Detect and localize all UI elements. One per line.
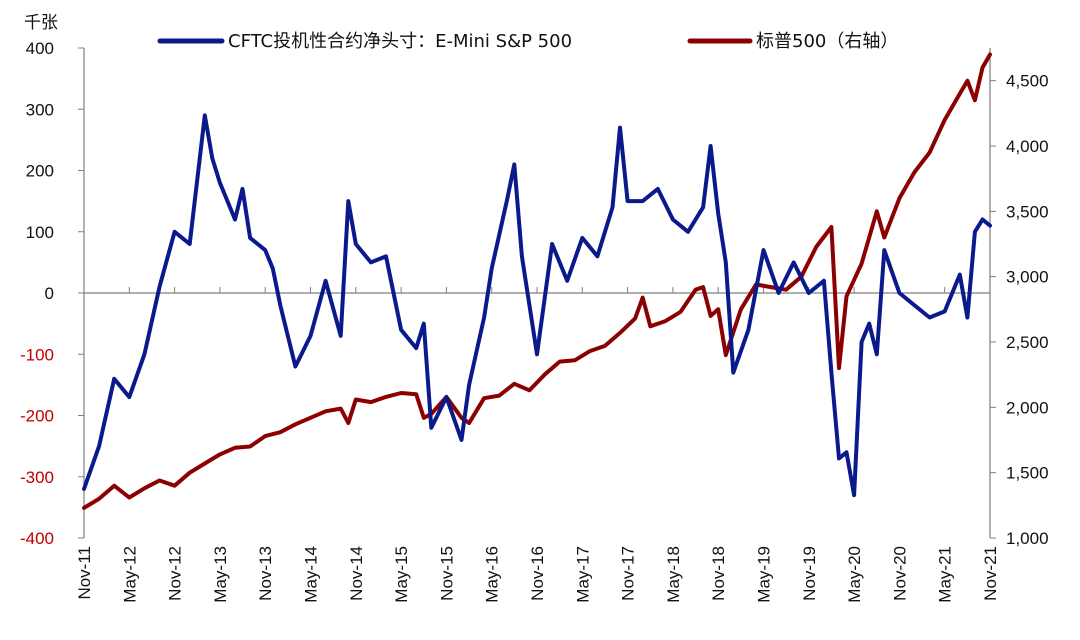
left-tick-label: -300 xyxy=(20,468,54,487)
left-axis-unit-label: 千张 xyxy=(24,13,58,33)
series-layer xyxy=(82,52,992,510)
right-tick-label: 3,000 xyxy=(1006,268,1049,287)
x-tick-label: May-19 xyxy=(755,546,774,603)
left-tick-label: 300 xyxy=(26,100,54,119)
left-tick-label: 0 xyxy=(45,284,54,303)
right-tick-label: 2,000 xyxy=(1006,398,1049,417)
x-tick-label: May-21 xyxy=(936,546,955,603)
x-tick-label: Nov-13 xyxy=(256,546,275,601)
x-tick-label: May-16 xyxy=(483,546,502,603)
x-tick-label: Nov-21 xyxy=(981,546,1000,601)
right-tick-label: 4,500 xyxy=(1006,72,1049,91)
right-tick-label: 1,000 xyxy=(1006,529,1049,548)
right-tick-label: 2,500 xyxy=(1006,333,1049,352)
right-tick-label: 3,500 xyxy=(1006,202,1049,221)
x-tick-label: May-18 xyxy=(664,546,683,603)
x-tick-label: Nov-20 xyxy=(890,546,909,601)
legend-label-spx: 标普500（右轴） xyxy=(756,31,898,52)
x-tick-label: May-12 xyxy=(120,546,139,603)
x-tick-label: Nov-17 xyxy=(619,546,638,601)
series-line-spx xyxy=(82,52,992,510)
legend-label-cftc: CFTC投机性合约净头寸：E-Mini S&P 500 xyxy=(228,31,572,52)
legend: CFTC投机性合约净头寸：E-Mini S&P 500 标普500（右轴） xyxy=(157,31,898,52)
right-tick-label: 1,500 xyxy=(1006,464,1049,483)
x-tick-label: Nov-12 xyxy=(166,546,185,601)
right-tick-label: 4,000 xyxy=(1006,137,1049,156)
left-tick-label: 400 xyxy=(26,39,54,58)
x-tick-label: Nov-11 xyxy=(75,546,94,600)
left-tick-label: 200 xyxy=(26,162,54,181)
left-tick-label: 100 xyxy=(26,223,54,242)
x-tick-label: May-14 xyxy=(302,546,321,603)
left-tick-label: -200 xyxy=(20,407,54,426)
x-tick-label: May-15 xyxy=(392,546,411,603)
x-tick-label: Nov-18 xyxy=(709,546,728,601)
x-tick-label: May-20 xyxy=(845,546,864,603)
x-tick-label: May-13 xyxy=(211,546,230,603)
x-tick-label: Nov-19 xyxy=(800,546,819,601)
series-line-cftc xyxy=(82,113,992,498)
x-tick-label: Nov-14 xyxy=(347,546,366,601)
left-tick-label: -100 xyxy=(20,345,54,364)
x-tick-label: Nov-16 xyxy=(528,546,547,601)
axes: 400 300 200 100 0 -100 -200 -300 -400 4,500 4,000 3… xyxy=(20,39,1049,603)
left-tick-label: -400 xyxy=(20,529,54,548)
x-tick-label: May-17 xyxy=(573,546,592,603)
x-tick-label: Nov-15 xyxy=(437,546,456,601)
